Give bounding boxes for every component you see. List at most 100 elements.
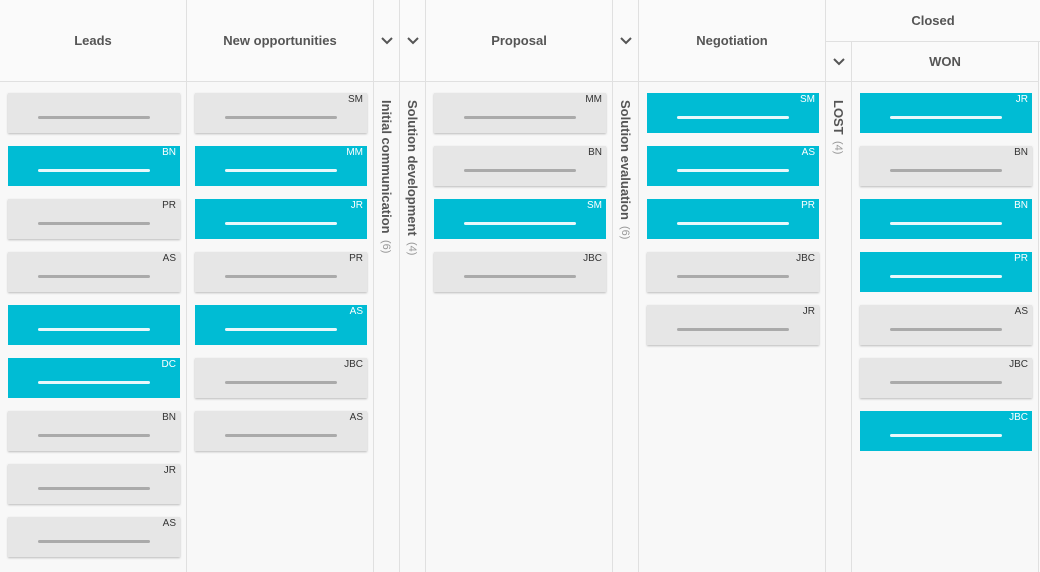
assignee-initials: PR: [349, 253, 363, 264]
column-title: Closed: [911, 13, 955, 28]
column-label[interactable]: Solution development (4): [405, 100, 420, 255]
column-header: [613, 0, 638, 82]
column: Negotiation SM AS PR JBC JR: [639, 0, 826, 572]
card-summary-bar: [225, 328, 337, 331]
collapsed-column: LOST (4): [826, 41, 852, 572]
card[interactable]: DC: [8, 358, 180, 398]
card-summary-bar: [890, 169, 1002, 172]
card[interactable]: JBC: [860, 358, 1032, 398]
card[interactable]: JBC: [647, 252, 819, 292]
assignee-initials: JBC: [1009, 359, 1028, 370]
collapse-toggle[interactable]: [380, 36, 394, 46]
card-summary-bar: [677, 169, 789, 172]
collapse-toggle[interactable]: [832, 57, 846, 67]
column-header: Negotiation: [639, 0, 825, 82]
card[interactable]: SM: [647, 93, 819, 133]
card[interactable]: SM: [434, 199, 606, 239]
assignee-initials: BN: [1014, 200, 1028, 211]
card[interactable]: JR: [860, 93, 1032, 133]
card[interactable]: AS: [195, 305, 367, 345]
card[interactable]: PR: [8, 199, 180, 239]
card-summary-bar: [890, 328, 1002, 331]
column-label[interactable]: Initial communication (6): [379, 100, 394, 253]
column-group-header: Closed: [826, 0, 1040, 42]
card-summary-bar: [890, 275, 1002, 278]
card-summary-bar: [38, 222, 150, 225]
collapse-toggle[interactable]: [619, 36, 633, 46]
card-summary-bar: [890, 434, 1002, 437]
card[interactable]: AS: [195, 411, 367, 451]
column-header: [400, 0, 425, 82]
card[interactable]: JR: [647, 305, 819, 345]
assignee-initials: JBC: [796, 253, 815, 264]
column-title: Initial communication: [379, 100, 394, 234]
card[interactable]: BN: [8, 411, 180, 451]
column-title: Solution development: [405, 100, 420, 236]
collapse-toggle[interactable]: [406, 36, 420, 46]
card[interactable]: AS: [8, 252, 180, 292]
column-title: Proposal: [491, 33, 547, 48]
column-header: Leads: [0, 0, 186, 82]
column-title: WON: [929, 53, 961, 69]
card[interactable]: MM: [195, 146, 367, 186]
card[interactable]: PR: [860, 252, 1032, 292]
assignee-initials: JBC: [583, 253, 602, 264]
card-count: (6): [619, 225, 631, 240]
assignee-initials: JBC: [344, 359, 363, 370]
card[interactable]: AS: [860, 305, 1032, 345]
card[interactable]: JBC: [195, 358, 367, 398]
card-summary-bar: [464, 222, 576, 225]
card[interactable]: BN: [8, 146, 180, 186]
card-summary-bar: [464, 116, 576, 119]
card-summary-bar: [677, 116, 789, 119]
column-header: [374, 0, 399, 82]
card[interactable]: AS: [647, 146, 819, 186]
assignee-initials: PR: [1014, 253, 1028, 264]
card[interactable]: PR: [647, 199, 819, 239]
card-summary-bar: [38, 328, 150, 331]
column-label[interactable]: Solution evaluation (6): [618, 100, 633, 239]
column-title: New opportunities: [223, 33, 337, 48]
assignee-initials: AS: [349, 412, 363, 423]
assignee-initials: JBC: [1009, 412, 1028, 423]
card[interactable]: BN: [434, 146, 606, 186]
card[interactable]: JR: [195, 199, 367, 239]
assignee-initials: BN: [1014, 147, 1028, 158]
column: New opportunities SM MM JR PR AS JBC AS: [187, 0, 374, 572]
card-summary-bar: [225, 116, 337, 119]
column: Leads BN PR AS DC BN JR AS: [0, 0, 187, 572]
card[interactable]: BN: [860, 199, 1032, 239]
card-summary-bar: [225, 222, 337, 225]
card-count: (4): [832, 140, 844, 155]
column-title: Solution evaluation: [618, 100, 633, 220]
card[interactable]: [8, 93, 180, 133]
assignee-initials: SM: [348, 94, 363, 105]
assignee-initials: BN: [162, 412, 176, 423]
card[interactable]: [8, 305, 180, 345]
card-summary-bar: [225, 169, 337, 172]
assignee-initials: SM: [587, 200, 602, 211]
card[interactable]: JBC: [860, 411, 1032, 451]
assignee-initials: SM: [800, 94, 815, 105]
card-summary-bar: [464, 169, 576, 172]
assignee-initials: AS: [162, 253, 176, 264]
assignee-initials: JR: [350, 200, 363, 211]
card-summary-bar: [677, 275, 789, 278]
column-header: New opportunities: [187, 0, 373, 82]
card[interactable]: BN: [860, 146, 1032, 186]
card-summary-bar: [225, 275, 337, 278]
card-count: (6): [380, 239, 392, 254]
card[interactable]: JBC: [434, 252, 606, 292]
assignee-initials: BN: [162, 147, 176, 158]
card[interactable]: AS: [8, 517, 180, 557]
card[interactable]: JR: [8, 464, 180, 504]
assignee-initials: AS: [801, 147, 815, 158]
card-summary-bar: [38, 381, 150, 384]
card[interactable]: SM: [195, 93, 367, 133]
card-summary-bar: [38, 275, 150, 278]
column-label[interactable]: LOST (4): [831, 100, 846, 154]
card[interactable]: PR: [195, 252, 367, 292]
card[interactable]: MM: [434, 93, 606, 133]
card-summary-bar: [677, 222, 789, 225]
card-summary-bar: [38, 169, 150, 172]
